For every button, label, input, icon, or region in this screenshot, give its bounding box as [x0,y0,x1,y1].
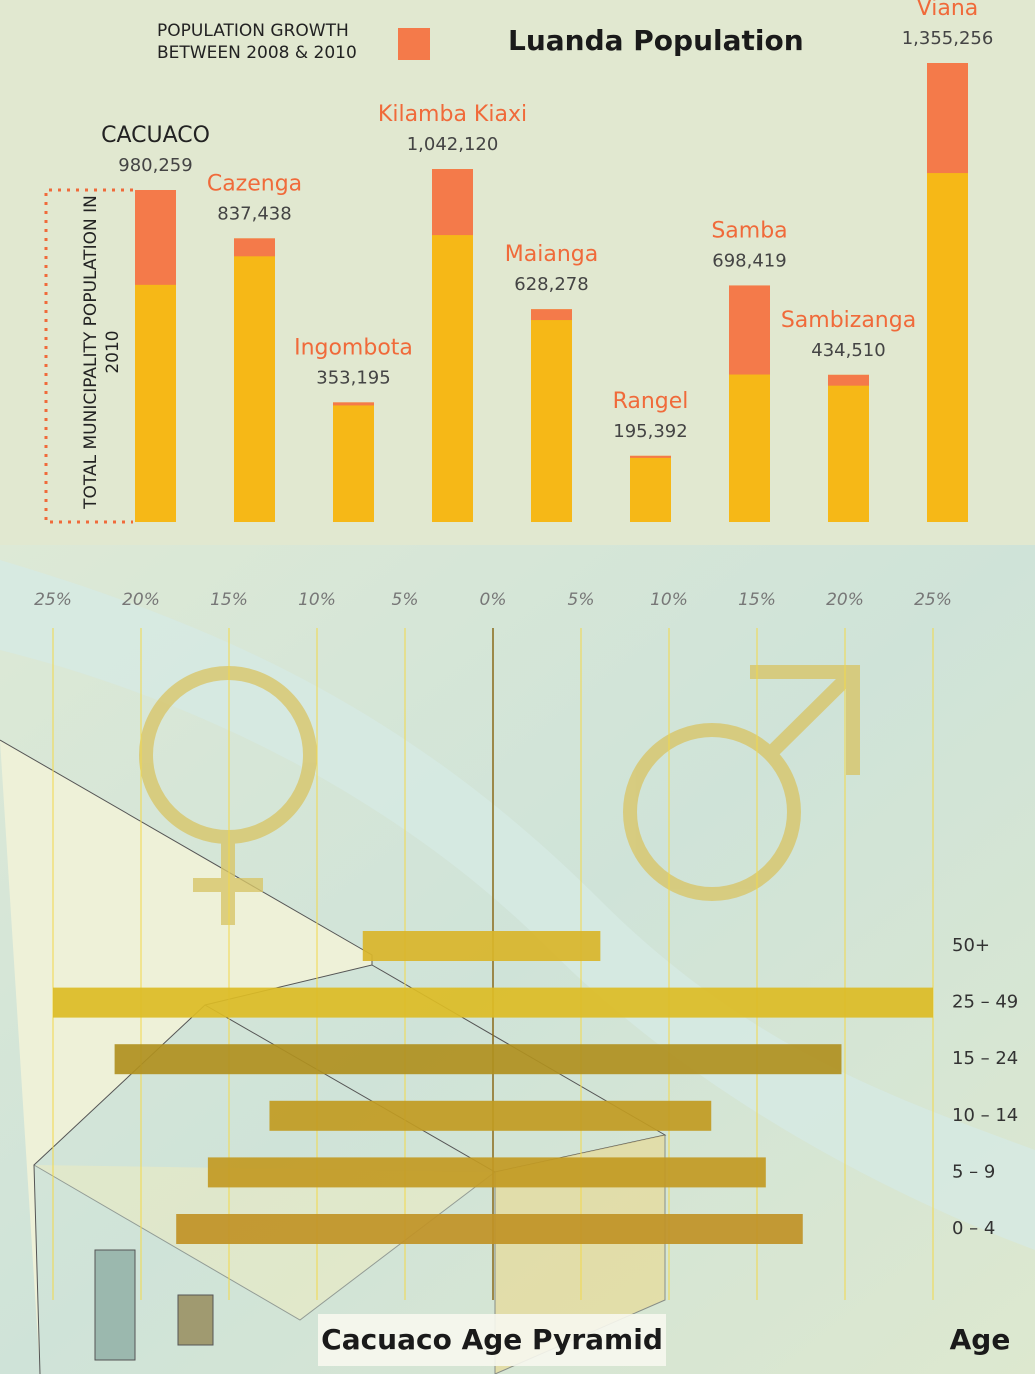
bar-growth [729,285,770,375]
bar [493,1214,803,1244]
y-tick-label: 15 – 24 [952,1048,1018,1069]
value-label: 837,438 [217,203,291,224]
title-box [318,1314,666,1366]
bar [828,374,869,522]
x-tick-label: 15% [738,590,776,610]
bar [493,1100,712,1131]
axis-label: Age [950,1323,1011,1356]
value-label: 628,278 [514,274,588,295]
bar [333,402,374,522]
value-label: 434,510 [811,340,885,361]
category-label: Viana [917,0,979,21]
legend-label: POPULATION GROWTH BETWEEN 2008 & 2010 [157,21,357,63]
category-label: Cazenga [207,171,302,196]
decor-wave [0,560,1035,1250]
x-tick-label: 25% [914,590,952,610]
x-tick-label: 20% [122,590,160,610]
category-label: Ingombota [294,335,413,360]
bar-growth [630,455,671,458]
bar [493,1157,766,1188]
bar-growth [234,238,275,257]
bar [531,309,572,522]
category-label: Samba [711,218,787,243]
value-label: 698,419 [712,250,786,271]
bar-growth [927,63,968,174]
bar [176,1214,493,1244]
x-tick-label: 0% [480,590,507,610]
x-tick-label: 5% [392,590,419,610]
x-tick-label: 10% [298,590,336,610]
bar-growth [531,309,572,321]
y-tick-label: 0 – 4 [952,1218,995,1239]
y-tick-label: 25 – 49 [952,992,1018,1013]
value-label: 195,392 [613,421,687,442]
x-tick-label: 10% [650,590,688,610]
bar-growth [333,402,374,406]
value-label: 1,042,120 [407,134,499,155]
bar-growth [135,190,176,285]
chart-title: Cacuaco Age Pyramid [321,1323,663,1356]
legend-swatch [398,28,430,60]
value-label: 1,355,256 [902,28,994,49]
bar [269,1100,493,1131]
y-tick-label: 5 – 9 [952,1161,995,1182]
chart-title: Luanda Population [508,24,804,57]
bar [493,987,933,1018]
value-label: 980,259 [118,155,192,176]
axis-label: TOTAL MUNICIPALITY POPULATION IN 2010 [81,195,123,509]
bar [114,1044,493,1075]
bar-growth [432,169,473,236]
category-label: Rangel [613,389,689,414]
value-label: 353,195 [316,367,390,388]
category-label: Kilamba Kiaxi [378,102,527,127]
x-tick-label: 25% [34,590,72,610]
bar [53,987,493,1018]
bar [234,238,275,523]
category-label: Sambizanga [781,308,916,333]
y-tick-label: 10 – 14 [952,1105,1018,1126]
bar [207,1157,493,1188]
category-label: Maianga [505,242,598,267]
gender-symbols [139,665,860,925]
bar-growth [828,374,869,386]
x-tick-label: 5% [568,590,595,610]
y-tick-label: 50+ [952,935,990,956]
bar [362,931,493,961]
x-tick-label: 15% [210,590,248,610]
bracket [44,188,133,524]
category-label: CACUACO [101,123,210,148]
bar [493,1044,842,1075]
bar [493,931,601,961]
x-tick-label: 20% [826,590,864,610]
bar [630,455,671,522]
